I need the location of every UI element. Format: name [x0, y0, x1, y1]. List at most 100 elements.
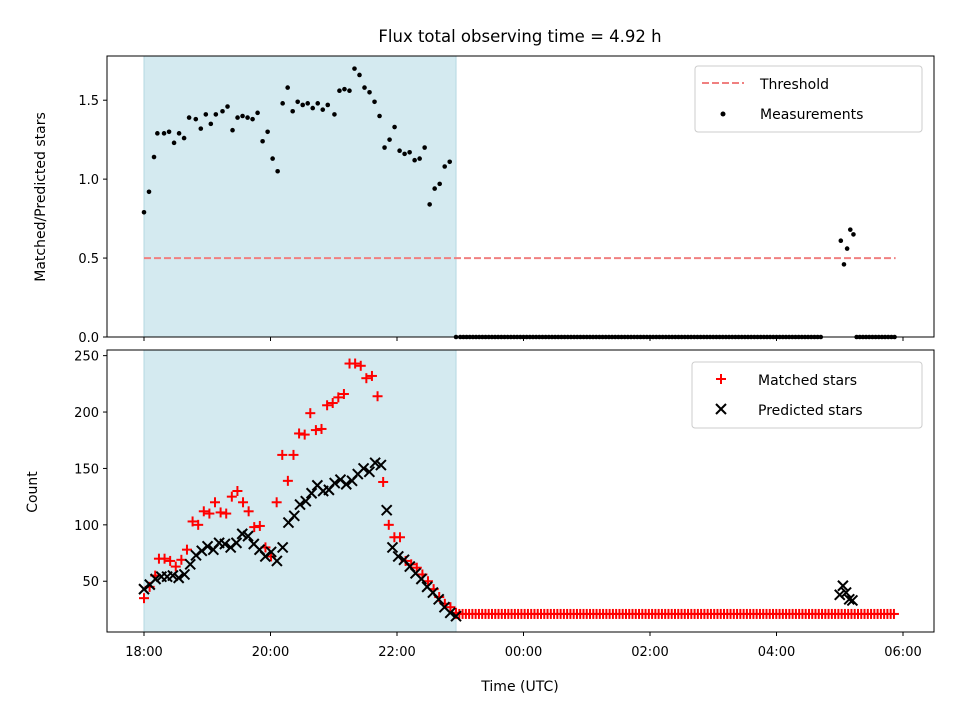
predicted-star-point — [172, 572, 185, 584]
top-y-axis-label: Matched/Predicted stars — [33, 112, 49, 282]
measurement-point — [442, 164, 447, 169]
bottom-panel: 50 100 150 200 250 18:00 20:00 22:00 00:00 02:00… — [25, 349, 935, 695]
top-legend: Threshold Measurements — [694, 65, 923, 133]
measurement-point — [305, 101, 311, 106]
bottom-x-tick-label: 18:00 — [125, 645, 162, 660]
matched-star-point — [350, 358, 361, 369]
predicted-legend-swatch — [715, 403, 727, 415]
measurement-point — [186, 115, 192, 120]
bottom-y-ticks: 50 100 150 200 250 — [74, 350, 107, 590]
predicted-star-point — [450, 610, 462, 622]
measurement-point — [844, 246, 850, 251]
matched-star-point — [322, 400, 333, 411]
top-y-tick-label: 1.5 — [78, 94, 99, 109]
predicted-star-point — [386, 541, 399, 554]
measurement-point — [225, 104, 230, 109]
matched-star-point — [243, 506, 254, 517]
measurement-point — [275, 168, 280, 174]
predicted-star-point — [834, 589, 846, 601]
measurement-point — [265, 129, 270, 135]
measurement-point — [198, 126, 204, 131]
predicted-star-point — [380, 504, 393, 516]
matched-star-point — [888, 608, 899, 619]
matched-star-point — [198, 506, 209, 517]
predicted-star-point — [219, 538, 231, 550]
measurement-point — [141, 209, 147, 215]
measurement-point — [235, 115, 240, 120]
measurement-point — [161, 131, 167, 136]
matched-star-point — [333, 392, 344, 403]
measurement-point — [337, 88, 342, 94]
matched-star-point — [445, 602, 456, 613]
matched-star-point — [232, 486, 243, 496]
x-axis-label: Time (UTC) — [480, 679, 558, 695]
matched-star-point — [338, 388, 349, 399]
matched-star-point — [294, 428, 305, 439]
matched-star-point — [299, 429, 310, 440]
matched-star-point — [210, 497, 221, 508]
measurement-point — [171, 140, 177, 146]
measurement-point — [387, 137, 392, 142]
measurement-point — [392, 124, 397, 130]
predicted-star-point — [230, 537, 243, 549]
matched-star-point — [394, 532, 405, 543]
matched-star-point — [204, 508, 215, 519]
count-points — [138, 358, 899, 622]
measurement-point — [382, 145, 387, 150]
bottom-shaded-region — [143, 349, 457, 633]
bottom-y-axis-label: Count — [25, 471, 41, 513]
top-shaded-region — [143, 55, 457, 338]
predicted-star-point — [276, 541, 289, 554]
bottom-x-tick-label: 20:00 — [252, 645, 289, 660]
matched-star-point — [181, 544, 192, 555]
measurement-point — [295, 99, 300, 105]
measurement-point — [255, 110, 260, 116]
predicted-star-point — [265, 546, 277, 558]
top-y-tick-label: 0.0 — [78, 331, 99, 346]
bottom-y-tick-label: 100 — [74, 519, 99, 534]
predicted-star-point — [837, 580, 849, 592]
measurement-point — [146, 189, 152, 195]
measurement-point — [432, 186, 437, 191]
measurement-point — [347, 88, 352, 94]
measurement-point — [230, 127, 235, 133]
matched-star-point — [159, 553, 170, 564]
matched-star-point — [366, 370, 377, 381]
measurement-point — [245, 115, 250, 120]
measurement-point — [332, 112, 337, 117]
matched-star-point — [215, 507, 226, 518]
bottom-x-tick-label: 02:00 — [631, 645, 668, 660]
measurements-legend-swatch — [720, 111, 726, 117]
matched-star-point — [221, 508, 232, 519]
bottom-y-tick-label: 50 — [82, 575, 99, 590]
matched-star-point — [383, 519, 394, 530]
measurement-point — [166, 129, 172, 135]
chart-title: Flux total observing time = 4.92 h — [378, 27, 661, 46]
top-axes-frame — [106, 55, 935, 338]
bottom-axes-frame — [106, 349, 935, 633]
matched-star-point — [249, 522, 260, 533]
measurement-point — [220, 108, 225, 114]
measurement-point — [352, 66, 357, 71]
predicted-star-point — [184, 558, 196, 571]
predicted-star-point — [357, 462, 370, 475]
predicted-star-point — [294, 498, 306, 511]
matched-star-point — [372, 391, 383, 402]
top-y-tick-label: 1.0 — [78, 173, 99, 188]
matched-star-point — [187, 516, 198, 527]
measurement-point — [193, 116, 199, 122]
measurement-point — [315, 101, 321, 106]
measurement-point — [397, 148, 402, 154]
measurement-point — [208, 121, 214, 127]
measurement-point — [417, 156, 422, 161]
matched-star-point — [254, 520, 265, 531]
predicted-star-point — [843, 593, 855, 605]
bottom-y-tick-label: 250 — [74, 350, 99, 365]
legend-matched-label: Matched stars — [758, 373, 857, 389]
measurement-point — [838, 238, 844, 244]
measurement-point — [342, 86, 347, 92]
measurement-point — [427, 202, 432, 207]
measurement-point — [377, 113, 382, 119]
matched-star-point — [176, 554, 187, 565]
